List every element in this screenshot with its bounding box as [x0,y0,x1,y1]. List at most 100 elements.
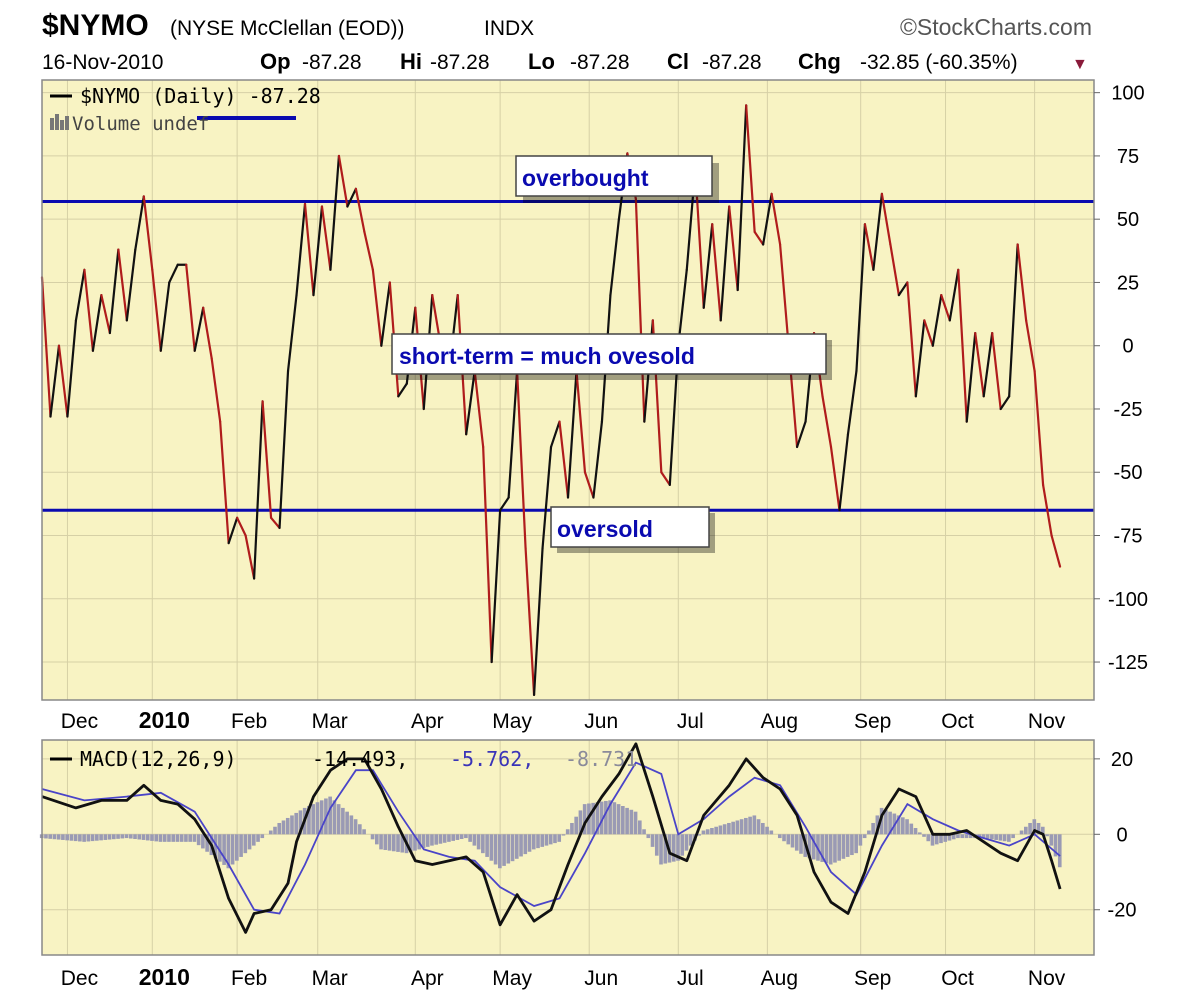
nymo-line-segment [778,243,790,347]
macd-histogram-bar [464,834,468,839]
macd-histogram-bar [671,834,676,862]
macd-histogram-bar [646,834,651,839]
macd-histogram-bar [621,806,625,835]
macd-histogram-bar [697,834,702,836]
nymo-y-tick-label: 100 [1111,83,1144,105]
macd-histogram-bar [222,834,226,865]
macd-histogram-bar [896,815,901,835]
macd-histogram-bar [514,834,519,859]
macd-histogram-bar [61,834,65,840]
macd-histogram-bar [947,834,952,841]
macd-histogram-bar [145,834,150,841]
nymo-x-tick-label: Sep [854,710,891,733]
nymo-line-segment [957,268,968,423]
macd-histogram-bar [1032,819,1037,835]
nymo-line-segment [303,202,315,297]
macd-histogram-bar [294,812,299,835]
nymo-x-tick-label: Apr [411,710,444,733]
macd-y-tick-label: 20 [1111,749,1133,771]
macd-histogram-bar [273,826,277,835]
macd-x-tick-label: Apr [411,967,444,990]
macd-histogram-bar [994,834,998,840]
macd-histogram-bar [761,822,765,835]
macd-histogram-bar [850,834,854,856]
nymo-line-segment [549,420,561,449]
nymo-line-segment [566,369,578,499]
nymo-line-segment [889,243,900,297]
macd-histogram-bar [650,834,655,847]
nymo-line-segment [363,230,374,271]
macd-histogram-bar [111,834,116,840]
nymo-y-tick-label: -25 [1114,399,1143,421]
macd-histogram-bar [777,834,782,839]
macd-histogram-bar [78,834,82,842]
nymo-line-segment [185,263,196,352]
nymo-line-segment [855,223,867,373]
nymo-line-segment [278,369,290,530]
macd-histogram-bar [73,834,78,842]
macd-histogram-bar [336,804,341,835]
macd-histogram-bar [688,834,693,846]
nymo-y-tick-label: 50 [1117,209,1139,231]
overbought-label: overbought [522,165,649,191]
nymo-line-segment [100,294,111,335]
nymo-line-segment [210,357,222,423]
nymo-x-tick-label: Jul [677,710,704,733]
macd-histogram-bar [701,830,706,835]
nymo-line-segment [1016,243,1028,322]
macd-histogram-bar [922,834,926,837]
nymo-line-segment [745,104,756,233]
macd-x-tick-label: Jun [584,967,618,990]
macd-histogram-bar [154,834,159,842]
macd-histogram-bar [531,834,536,850]
nymo-line-segment [965,331,977,423]
nymo-line-segment [1050,534,1062,568]
macd-histogram-bar [913,828,918,835]
nymo-line-segment [863,223,875,271]
oversold-label: oversold [557,516,653,542]
macd-histogram-bar [930,834,935,846]
macd-histogram-bar [52,834,57,840]
brand-label: ©StockCharts.com [900,14,1092,40]
macd-histogram-bar [387,834,392,851]
macd-x-tick-label: Sep [854,967,891,990]
nymo-line-segment [499,496,510,512]
macd-histogram-bar [968,834,973,839]
nymo-line-segment [202,306,213,360]
macd-histogram-bar [370,834,375,840]
macd-histogram-bar [548,834,553,845]
macd-histogram-bar [502,834,506,866]
nymo-line-segment [57,344,69,418]
macd-histogram-bar [841,834,846,859]
macd-histogram-bar [358,824,362,835]
macd-histogram-bar [1019,830,1024,835]
macd-histogram-bar [637,820,642,835]
macd-histogram-bar [162,834,167,842]
macd-histogram-bar [408,834,413,852]
macd-histogram-bar [205,834,209,852]
macd-histogram-bar [917,832,922,835]
nymo-line-segment [991,331,1002,411]
nymo-line-segment [923,319,934,347]
symbol-description: (NYSE McClellan (EOD)) [170,17,405,40]
nymo-line-segment [583,471,595,499]
nymo-x-tick-label: Jun [584,710,618,733]
nymo-line-segment [337,154,349,208]
macd-histogram-bar [192,834,197,842]
macd-line [41,742,1062,934]
macd-histogram-bar [400,834,405,853]
macd-x-tick-label: Jul [677,967,704,990]
macd-histogram-bar [1040,826,1045,835]
high-label: Hi [400,49,422,74]
macd-histogram-bar [506,834,511,864]
nymo-line-segment [711,223,722,322]
macd-histogram-bar [188,834,192,842]
macd-histogram-bar [544,834,549,846]
macd-histogram-bar [905,819,909,835]
nymo-y-tick-label: -75 [1114,526,1143,548]
macd-histogram-bar [926,834,931,842]
nymo-line-segment [142,195,154,271]
macd-histogram-bar [213,834,218,859]
nymo-line-segment [269,516,281,530]
macd-histogram-bar [82,834,86,842]
